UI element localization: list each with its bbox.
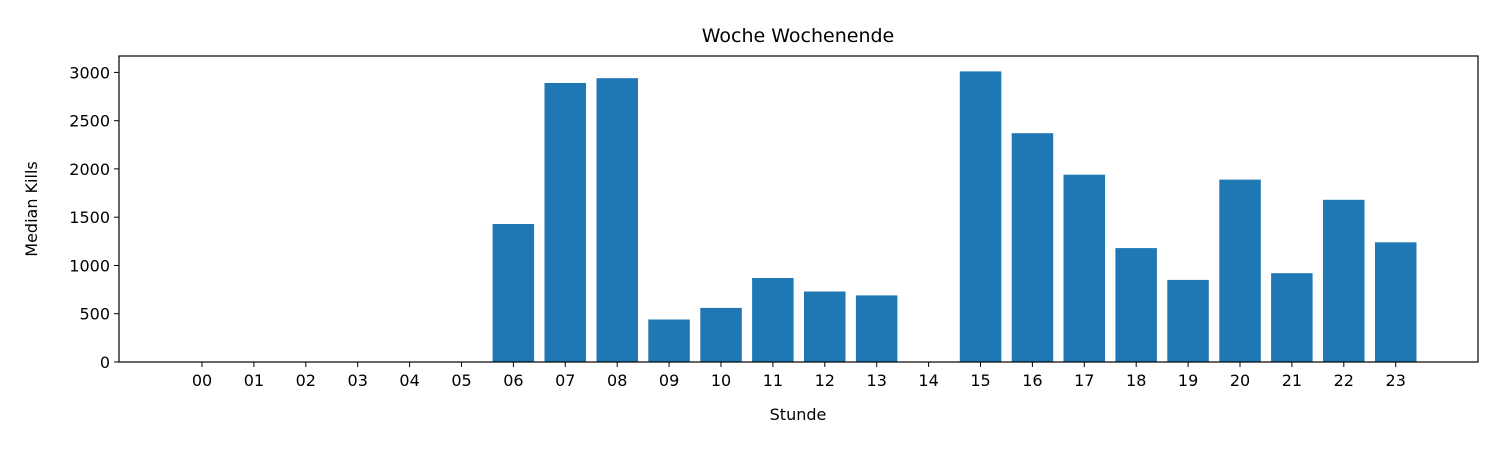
bar-08 <box>596 78 638 362</box>
x-tick-label-17: 17 <box>1074 371 1094 390</box>
x-tick-label-04: 04 <box>399 371 419 390</box>
x-tick-label-10: 10 <box>711 371 731 390</box>
bar-09 <box>648 319 690 362</box>
bar-20 <box>1219 179 1261 362</box>
y-tick-label-2000: 2000 <box>69 160 110 179</box>
x-tick-label-03: 03 <box>348 371 368 390</box>
bar-17 <box>1063 174 1105 362</box>
bars-group <box>492 71 1417 363</box>
x-tick-label-00: 00 <box>192 371 212 390</box>
y-axis-ticks: 0 500 1000 1500 2000 2500 3000 <box>69 63 119 372</box>
bar-22 <box>1323 199 1365 362</box>
bar-18 <box>1115 248 1157 362</box>
y-tick-label-3000: 3000 <box>69 63 110 82</box>
x-tick-label-23: 23 <box>1386 371 1406 390</box>
x-axis-ticks: 00 01 02 03 04 05 06 07 08 09 10 11 12 13 14 15 16 17 18 19… <box>192 362 1406 390</box>
x-tick-label-12: 12 <box>815 371 835 390</box>
x-axis-label: Stunde <box>770 405 827 424</box>
bar-16 <box>1011 133 1054 362</box>
bar-10 <box>700 307 742 362</box>
x-tick-label-22: 22 <box>1334 371 1354 390</box>
x-tick-label-14: 14 <box>918 371 938 390</box>
x-tick-label-18: 18 <box>1126 371 1146 390</box>
y-tick-label-1500: 1500 <box>69 208 110 227</box>
x-tick-label-08: 08 <box>607 371 627 390</box>
bar-19 <box>1167 279 1209 362</box>
y-tick-label-2500: 2500 <box>69 112 110 131</box>
x-tick-label-05: 05 <box>451 371 471 390</box>
bar-15 <box>959 71 1002 363</box>
bar-23 <box>1375 242 1417 362</box>
x-tick-label-02: 02 <box>296 371 316 390</box>
x-tick-label-16: 16 <box>1022 371 1042 390</box>
bar-06 <box>492 224 535 362</box>
y-tick-label-500: 500 <box>79 305 110 324</box>
y-tick-label-1000: 1000 <box>69 257 110 276</box>
y-axis-label: Median Kills <box>22 161 41 256</box>
bar-21 <box>1271 273 1313 362</box>
bar-07 <box>544 83 586 362</box>
x-tick-label-13: 13 <box>867 371 887 390</box>
x-tick-label-01: 01 <box>244 371 264 390</box>
x-tick-label-07: 07 <box>555 371 575 390</box>
x-tick-label-20: 20 <box>1230 371 1250 390</box>
x-tick-label-15: 15 <box>970 371 990 390</box>
bar-12 <box>804 291 846 362</box>
plot-frame <box>118 55 1479 363</box>
x-tick-label-11: 11 <box>763 371 783 390</box>
y-tick-label-0: 0 <box>100 353 110 372</box>
chart-title: Woche Wochenende <box>702 25 895 47</box>
x-tick-label-21: 21 <box>1282 371 1302 390</box>
x-tick-label-09: 09 <box>659 371 679 390</box>
x-tick-label-06: 06 <box>503 371 523 390</box>
bar-13 <box>855 295 898 362</box>
x-tick-label-19: 19 <box>1178 371 1198 390</box>
bar-11 <box>752 278 794 362</box>
